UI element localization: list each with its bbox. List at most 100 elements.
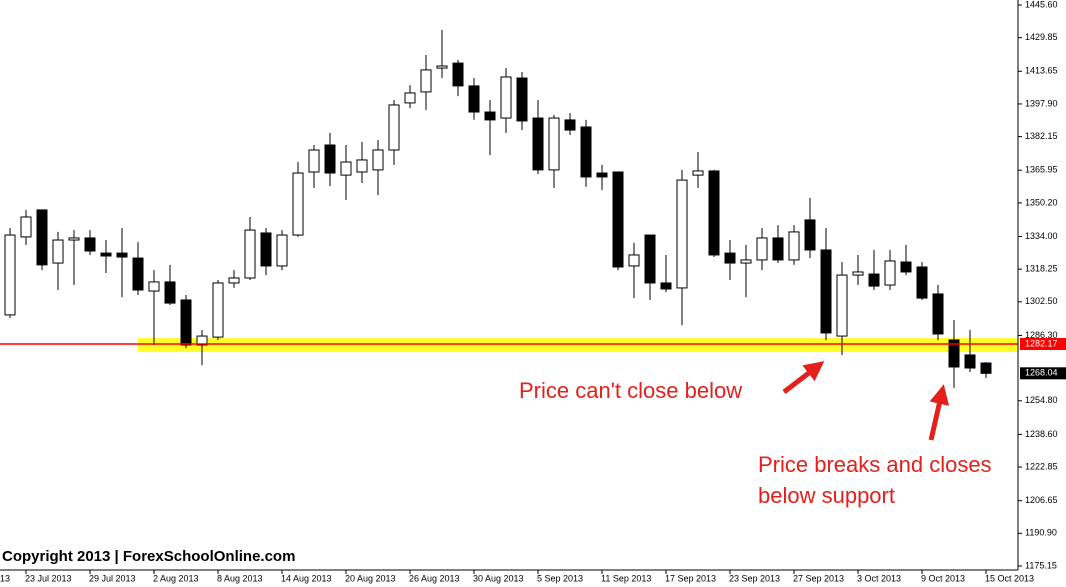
y-tick-label: 1413.65 <box>1025 66 1058 76</box>
candle-body <box>740 259 752 264</box>
candle-body <box>388 104 400 151</box>
candle-body <box>804 219 816 251</box>
candle-body <box>868 273 880 287</box>
candle-body <box>4 234 16 316</box>
price-tag-label: 1282.17 <box>1025 338 1058 348</box>
copyright: Copyright 2013 | ForexSchoolOnline.com <box>2 548 295 565</box>
candle-body <box>932 293 944 335</box>
price-tag <box>1020 338 1066 351</box>
candle-body <box>340 161 352 176</box>
y-tick-label: 1238.60 <box>1025 429 1058 439</box>
y-tick-label: 1206.65 <box>1025 495 1058 505</box>
candle-body <box>212 282 224 338</box>
candle-body <box>612 171 624 268</box>
candle-body <box>308 149 320 173</box>
candle-body <box>500 76 512 119</box>
support-zone <box>138 338 1018 353</box>
annotation: Price can't close below <box>519 378 742 403</box>
candle-body <box>164 281 176 304</box>
candle-body <box>468 85 480 113</box>
candle-body <box>84 237 96 252</box>
candle-body <box>260 232 272 267</box>
y-tick-label: 1365.95 <box>1025 165 1058 175</box>
candle-body <box>516 77 528 122</box>
candle-body <box>36 209 48 266</box>
price-tag <box>1020 367 1066 380</box>
y-tick-label: 1318.25 <box>1025 264 1058 274</box>
candle-body <box>916 266 928 299</box>
x-tick-label: 23 Sep 2013 <box>729 573 780 583</box>
y-tick-label: 1382.15 <box>1025 131 1058 141</box>
candle-body <box>788 231 800 261</box>
x-tick-label: 13 <box>0 573 10 583</box>
candle-body <box>244 229 256 279</box>
y-tick-label: 1222.85 <box>1025 461 1058 471</box>
candle-body <box>116 252 128 258</box>
x-tick-label: 26 Aug 2013 <box>409 573 460 583</box>
y-tick-label: 1175.15 <box>1025 560 1057 570</box>
x-tick-label: 27 Sep 2013 <box>793 573 844 583</box>
candle-body <box>180 299 192 346</box>
x-tick-label: 8 Aug 2013 <box>217 573 263 583</box>
price-tag-label: 1268.04 <box>1025 368 1058 378</box>
candle-body <box>548 117 560 171</box>
x-tick-label: 3 Oct 2013 <box>857 573 901 583</box>
candle-body <box>692 170 704 176</box>
candle-body <box>20 216 32 238</box>
candle-body <box>980 362 992 374</box>
x-tick-label: 14 Aug 2013 <box>281 573 332 583</box>
candle-body <box>964 354 976 369</box>
y-tick-label: 1445.60 <box>1025 0 1058 9</box>
candle-body <box>820 249 832 334</box>
candle-body <box>196 335 208 346</box>
candle-body <box>52 239 64 264</box>
annotation: Price breaks and closes <box>758 452 992 477</box>
candle-body <box>484 111 496 121</box>
candle-body <box>772 237 784 261</box>
plot <box>0 29 1018 388</box>
candle-body <box>852 271 864 276</box>
x-tick-label: 23 Jul 2013 <box>25 573 72 583</box>
x-tick-label: 17 Sep 2013 <box>665 573 716 583</box>
candle-body <box>372 149 384 171</box>
candle-body <box>676 179 688 289</box>
x-tick-label: 15 Oct 2013 <box>985 573 1034 583</box>
x-tick-label: 5 Sep 2013 <box>537 573 583 583</box>
candle-body <box>356 159 368 173</box>
x-tick-label: 20 Aug 2013 <box>345 573 396 583</box>
candle-body <box>836 274 848 337</box>
candle-body <box>900 261 912 273</box>
annotation: below support <box>758 483 895 508</box>
candle-body <box>724 252 736 264</box>
candle-body <box>420 69 432 93</box>
arrow <box>928 384 950 441</box>
candle-body <box>884 260 896 286</box>
candle-body <box>948 339 960 368</box>
candle-body <box>564 119 576 131</box>
candle-body <box>452 62 464 87</box>
candle-body <box>532 117 544 171</box>
candle-body <box>292 172 304 236</box>
y-tick-label: 1429.85 <box>1025 32 1058 42</box>
x-tick-label: 11 Sep 2013 <box>601 573 651 583</box>
y-tick-label: 1350.20 <box>1025 197 1058 207</box>
candle-body <box>708 170 720 256</box>
candle-body <box>580 126 592 178</box>
candle-body <box>756 237 768 261</box>
x-tick-label: 29 Jul 2013 <box>89 573 136 583</box>
y-tick-label: 1397.90 <box>1025 98 1058 108</box>
candle-body <box>436 65 448 69</box>
candle-body <box>228 277 240 284</box>
candle-body <box>644 234 656 284</box>
candle-body <box>148 281 160 292</box>
y-tick-label: 1334.00 <box>1025 231 1058 241</box>
y-tick-label: 1254.80 <box>1025 395 1058 405</box>
candle-body <box>324 144 336 174</box>
x-tick-label: 2 Aug 2013 <box>153 573 199 583</box>
y-tick-label: 1302.50 <box>1025 296 1058 306</box>
candle-body <box>404 92 416 104</box>
candle-body <box>100 252 112 257</box>
y-tick-label: 1190.90 <box>1025 528 1057 538</box>
x-tick-label: 30 Aug 2013 <box>473 573 524 583</box>
